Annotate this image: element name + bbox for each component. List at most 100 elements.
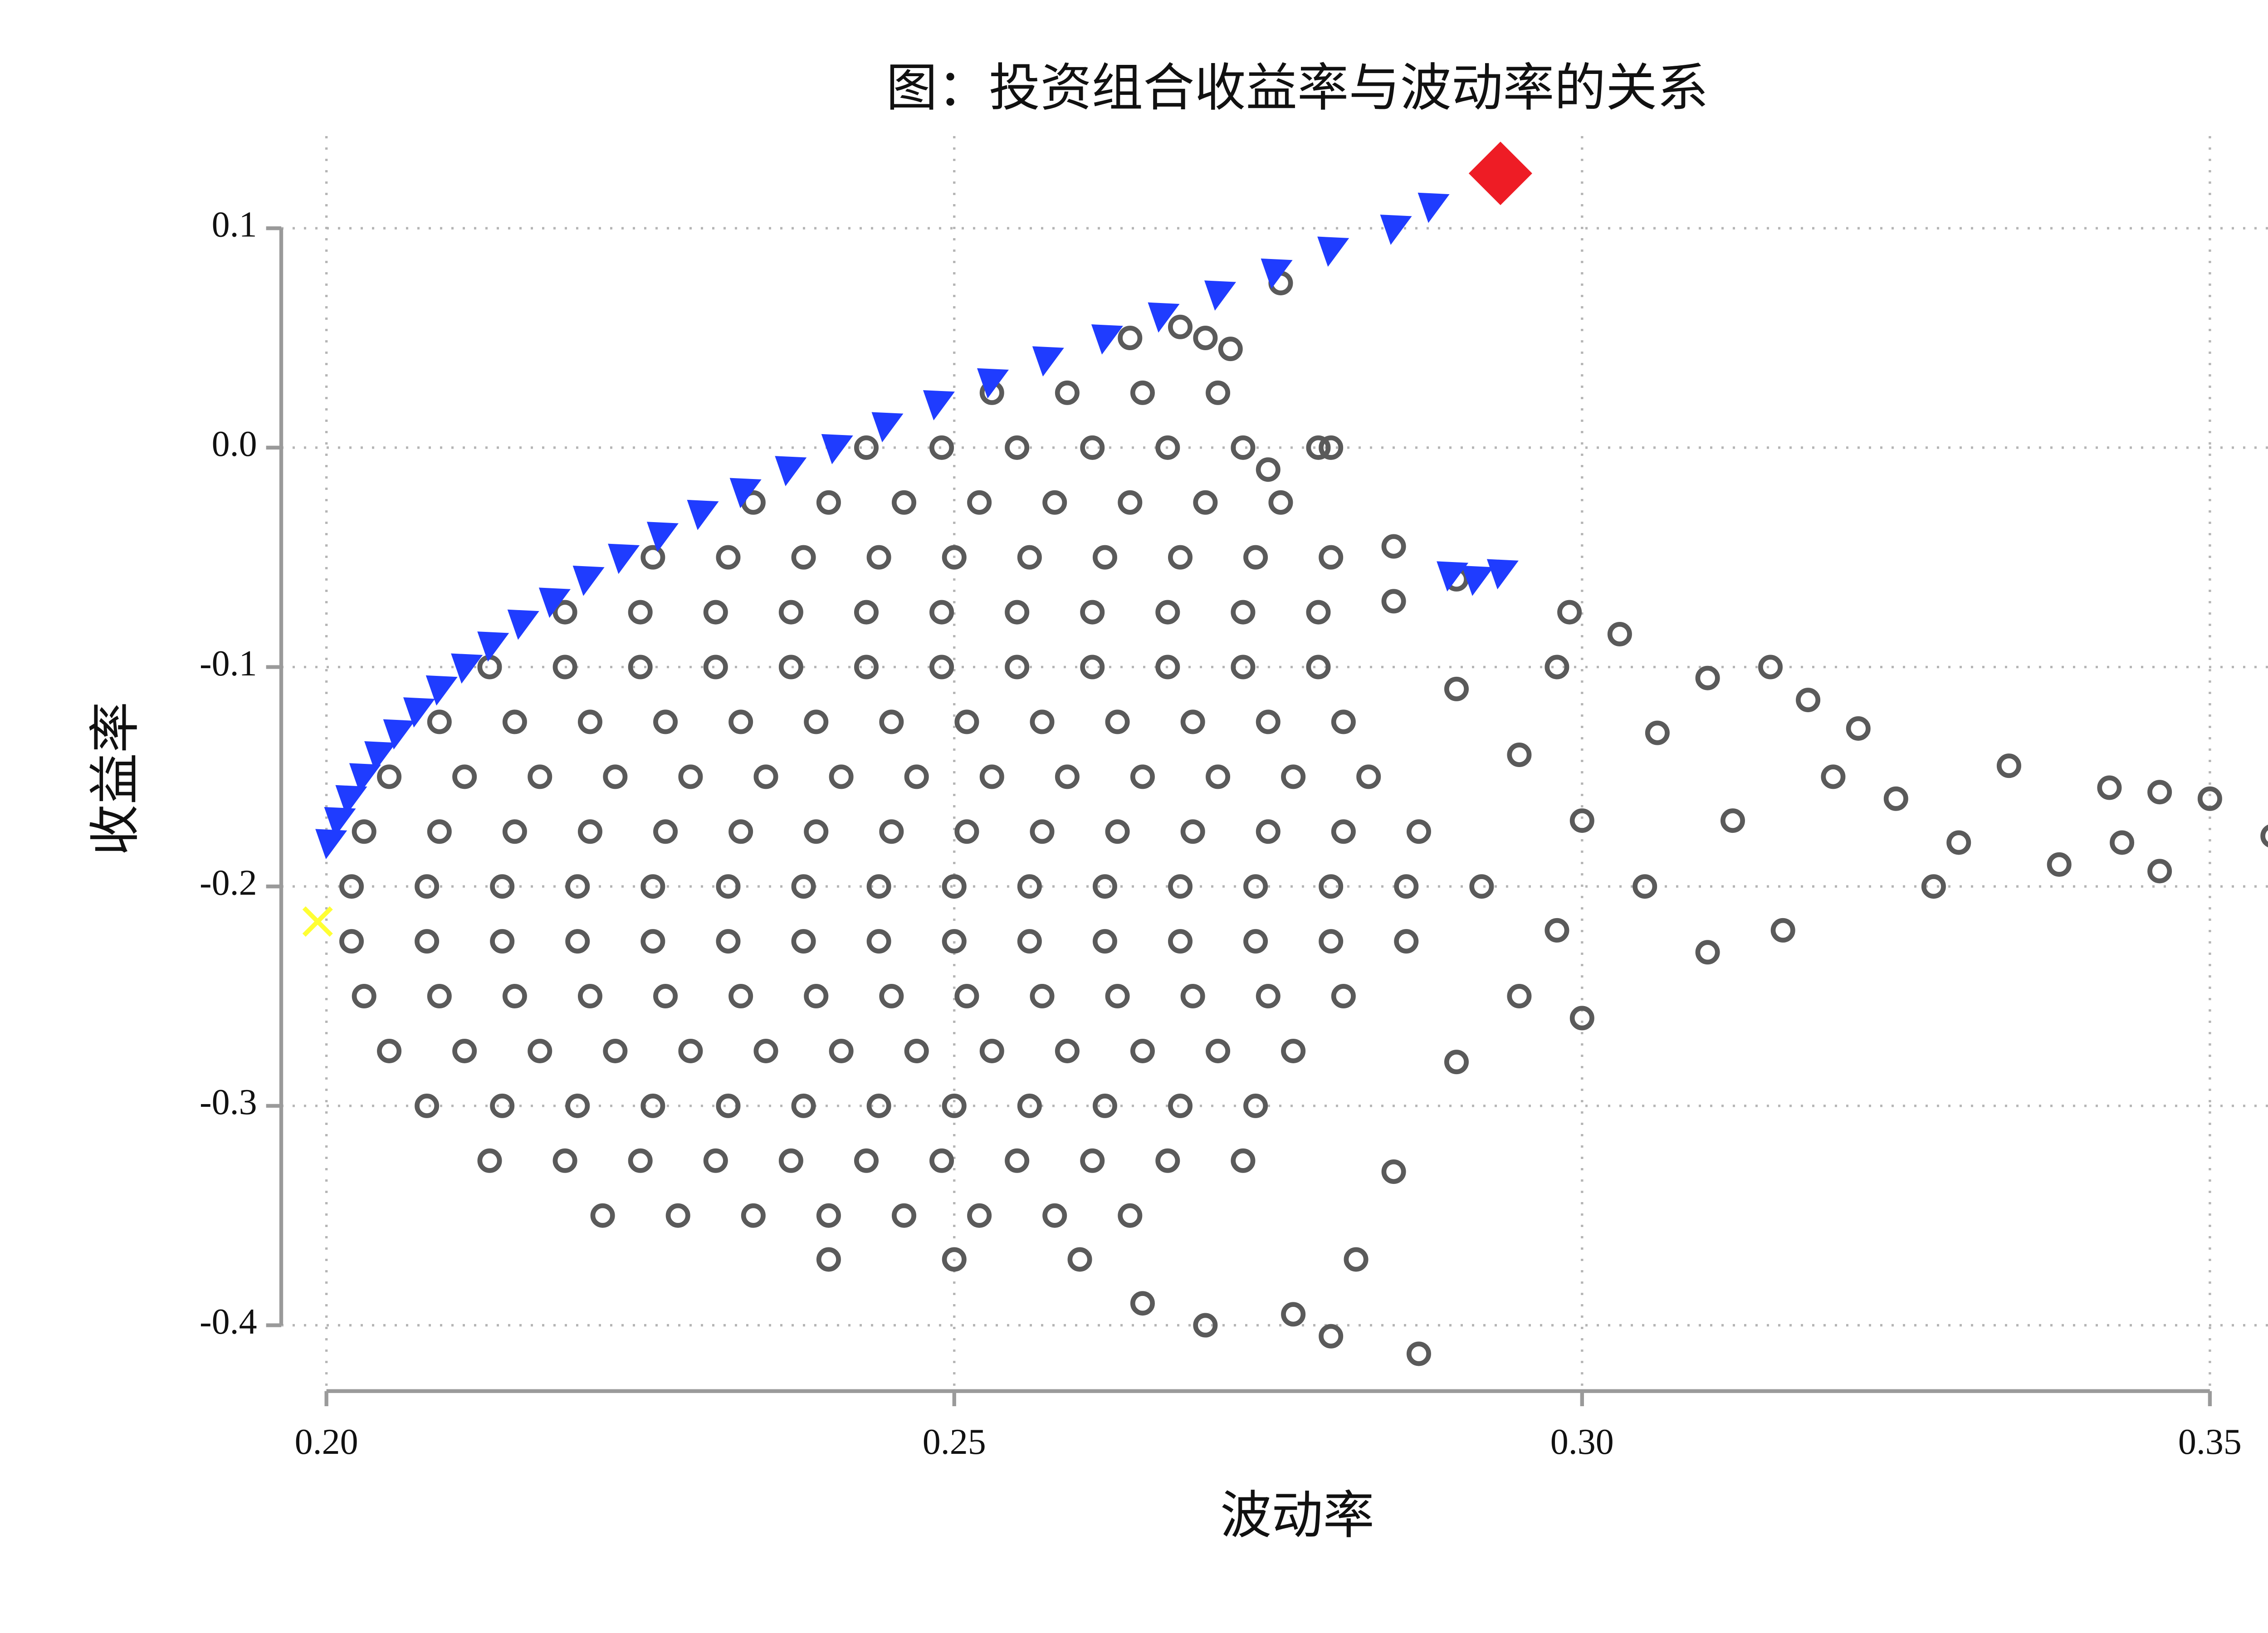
point bbox=[1557, 600, 1582, 625]
point bbox=[1381, 534, 1406, 559]
frontier-point bbox=[507, 609, 539, 640]
point bbox=[1042, 490, 1067, 515]
point bbox=[1469, 874, 1494, 899]
frontier-point bbox=[923, 390, 955, 420]
point bbox=[1243, 874, 1268, 899]
point bbox=[1243, 545, 1268, 570]
point bbox=[954, 819, 979, 844]
point bbox=[1080, 655, 1105, 680]
point bbox=[791, 545, 816, 570]
frontier-point bbox=[1461, 566, 1494, 596]
point bbox=[1306, 600, 1331, 625]
point bbox=[352, 984, 376, 1009]
point bbox=[728, 984, 753, 1009]
point bbox=[1055, 380, 1080, 405]
point bbox=[1005, 435, 1030, 460]
point bbox=[929, 600, 954, 625]
x-tick-label: 0.20 bbox=[295, 1422, 358, 1462]
point bbox=[552, 1148, 577, 1173]
point bbox=[879, 709, 904, 734]
point bbox=[854, 1148, 879, 1173]
point bbox=[942, 929, 967, 954]
point bbox=[1319, 545, 1344, 570]
frontier-point bbox=[1418, 192, 1450, 223]
point bbox=[1092, 545, 1117, 570]
point bbox=[2147, 859, 2172, 884]
point bbox=[1256, 709, 1281, 734]
point bbox=[829, 1038, 854, 1063]
frontier-point bbox=[324, 807, 356, 837]
point bbox=[577, 819, 602, 844]
point bbox=[741, 1203, 766, 1228]
point bbox=[1231, 655, 1256, 680]
point bbox=[502, 709, 527, 734]
point bbox=[2047, 852, 2072, 877]
point bbox=[1996, 753, 2021, 778]
point bbox=[577, 709, 602, 734]
frontier-point bbox=[1148, 302, 1180, 333]
x-tick-label: 0.25 bbox=[923, 1422, 986, 1462]
frontier-point bbox=[729, 478, 762, 508]
point bbox=[1042, 1203, 1067, 1228]
frontier-point bbox=[1437, 561, 1469, 592]
point bbox=[678, 764, 703, 789]
point bbox=[778, 600, 803, 625]
point bbox=[967, 490, 992, 515]
frontier-point bbox=[977, 368, 1009, 399]
point bbox=[979, 1038, 1004, 1063]
point bbox=[1243, 929, 1268, 954]
point bbox=[816, 1203, 841, 1228]
point bbox=[804, 709, 829, 734]
point bbox=[1080, 435, 1105, 460]
point bbox=[854, 600, 879, 625]
point bbox=[1507, 984, 1532, 1009]
point bbox=[1720, 808, 1745, 833]
point bbox=[892, 1203, 917, 1228]
point bbox=[653, 984, 678, 1009]
point bbox=[427, 984, 452, 1009]
point bbox=[640, 929, 665, 954]
point bbox=[628, 1148, 653, 1173]
y-tick-label: -0.3 bbox=[200, 1082, 257, 1122]
point bbox=[904, 764, 929, 789]
point bbox=[1155, 655, 1180, 680]
frontier-point bbox=[1486, 559, 1519, 590]
point bbox=[1406, 819, 1431, 844]
point bbox=[1180, 984, 1205, 1009]
point bbox=[1406, 1341, 1431, 1366]
frontier-point bbox=[477, 631, 509, 662]
point bbox=[942, 1247, 967, 1272]
point bbox=[1017, 1093, 1042, 1118]
point bbox=[1344, 1247, 1369, 1272]
point bbox=[1155, 435, 1180, 460]
point bbox=[415, 874, 440, 899]
point bbox=[1356, 764, 1381, 789]
point bbox=[942, 874, 967, 899]
point bbox=[1055, 764, 1080, 789]
point bbox=[1645, 720, 1670, 745]
frontier-point bbox=[383, 719, 415, 750]
x-tick-label: 0.30 bbox=[1550, 1422, 1614, 1462]
frontier-point bbox=[572, 566, 605, 596]
point bbox=[452, 764, 477, 789]
point bbox=[1319, 929, 1344, 954]
max-sharpe-point bbox=[1468, 142, 1532, 205]
point bbox=[879, 819, 904, 844]
point bbox=[1545, 918, 1569, 943]
point bbox=[1168, 1093, 1193, 1118]
grid bbox=[281, 136, 2268, 1391]
point bbox=[1231, 1148, 1256, 1173]
point bbox=[1331, 984, 1356, 1009]
point bbox=[1394, 929, 1419, 954]
frontier-point bbox=[1204, 280, 1237, 311]
point bbox=[1030, 984, 1055, 1009]
point bbox=[804, 819, 829, 844]
point bbox=[1168, 874, 1193, 899]
point bbox=[1796, 688, 1821, 713]
point bbox=[1155, 600, 1180, 625]
point bbox=[866, 1093, 891, 1118]
point bbox=[1281, 1038, 1306, 1063]
point bbox=[339, 874, 364, 899]
